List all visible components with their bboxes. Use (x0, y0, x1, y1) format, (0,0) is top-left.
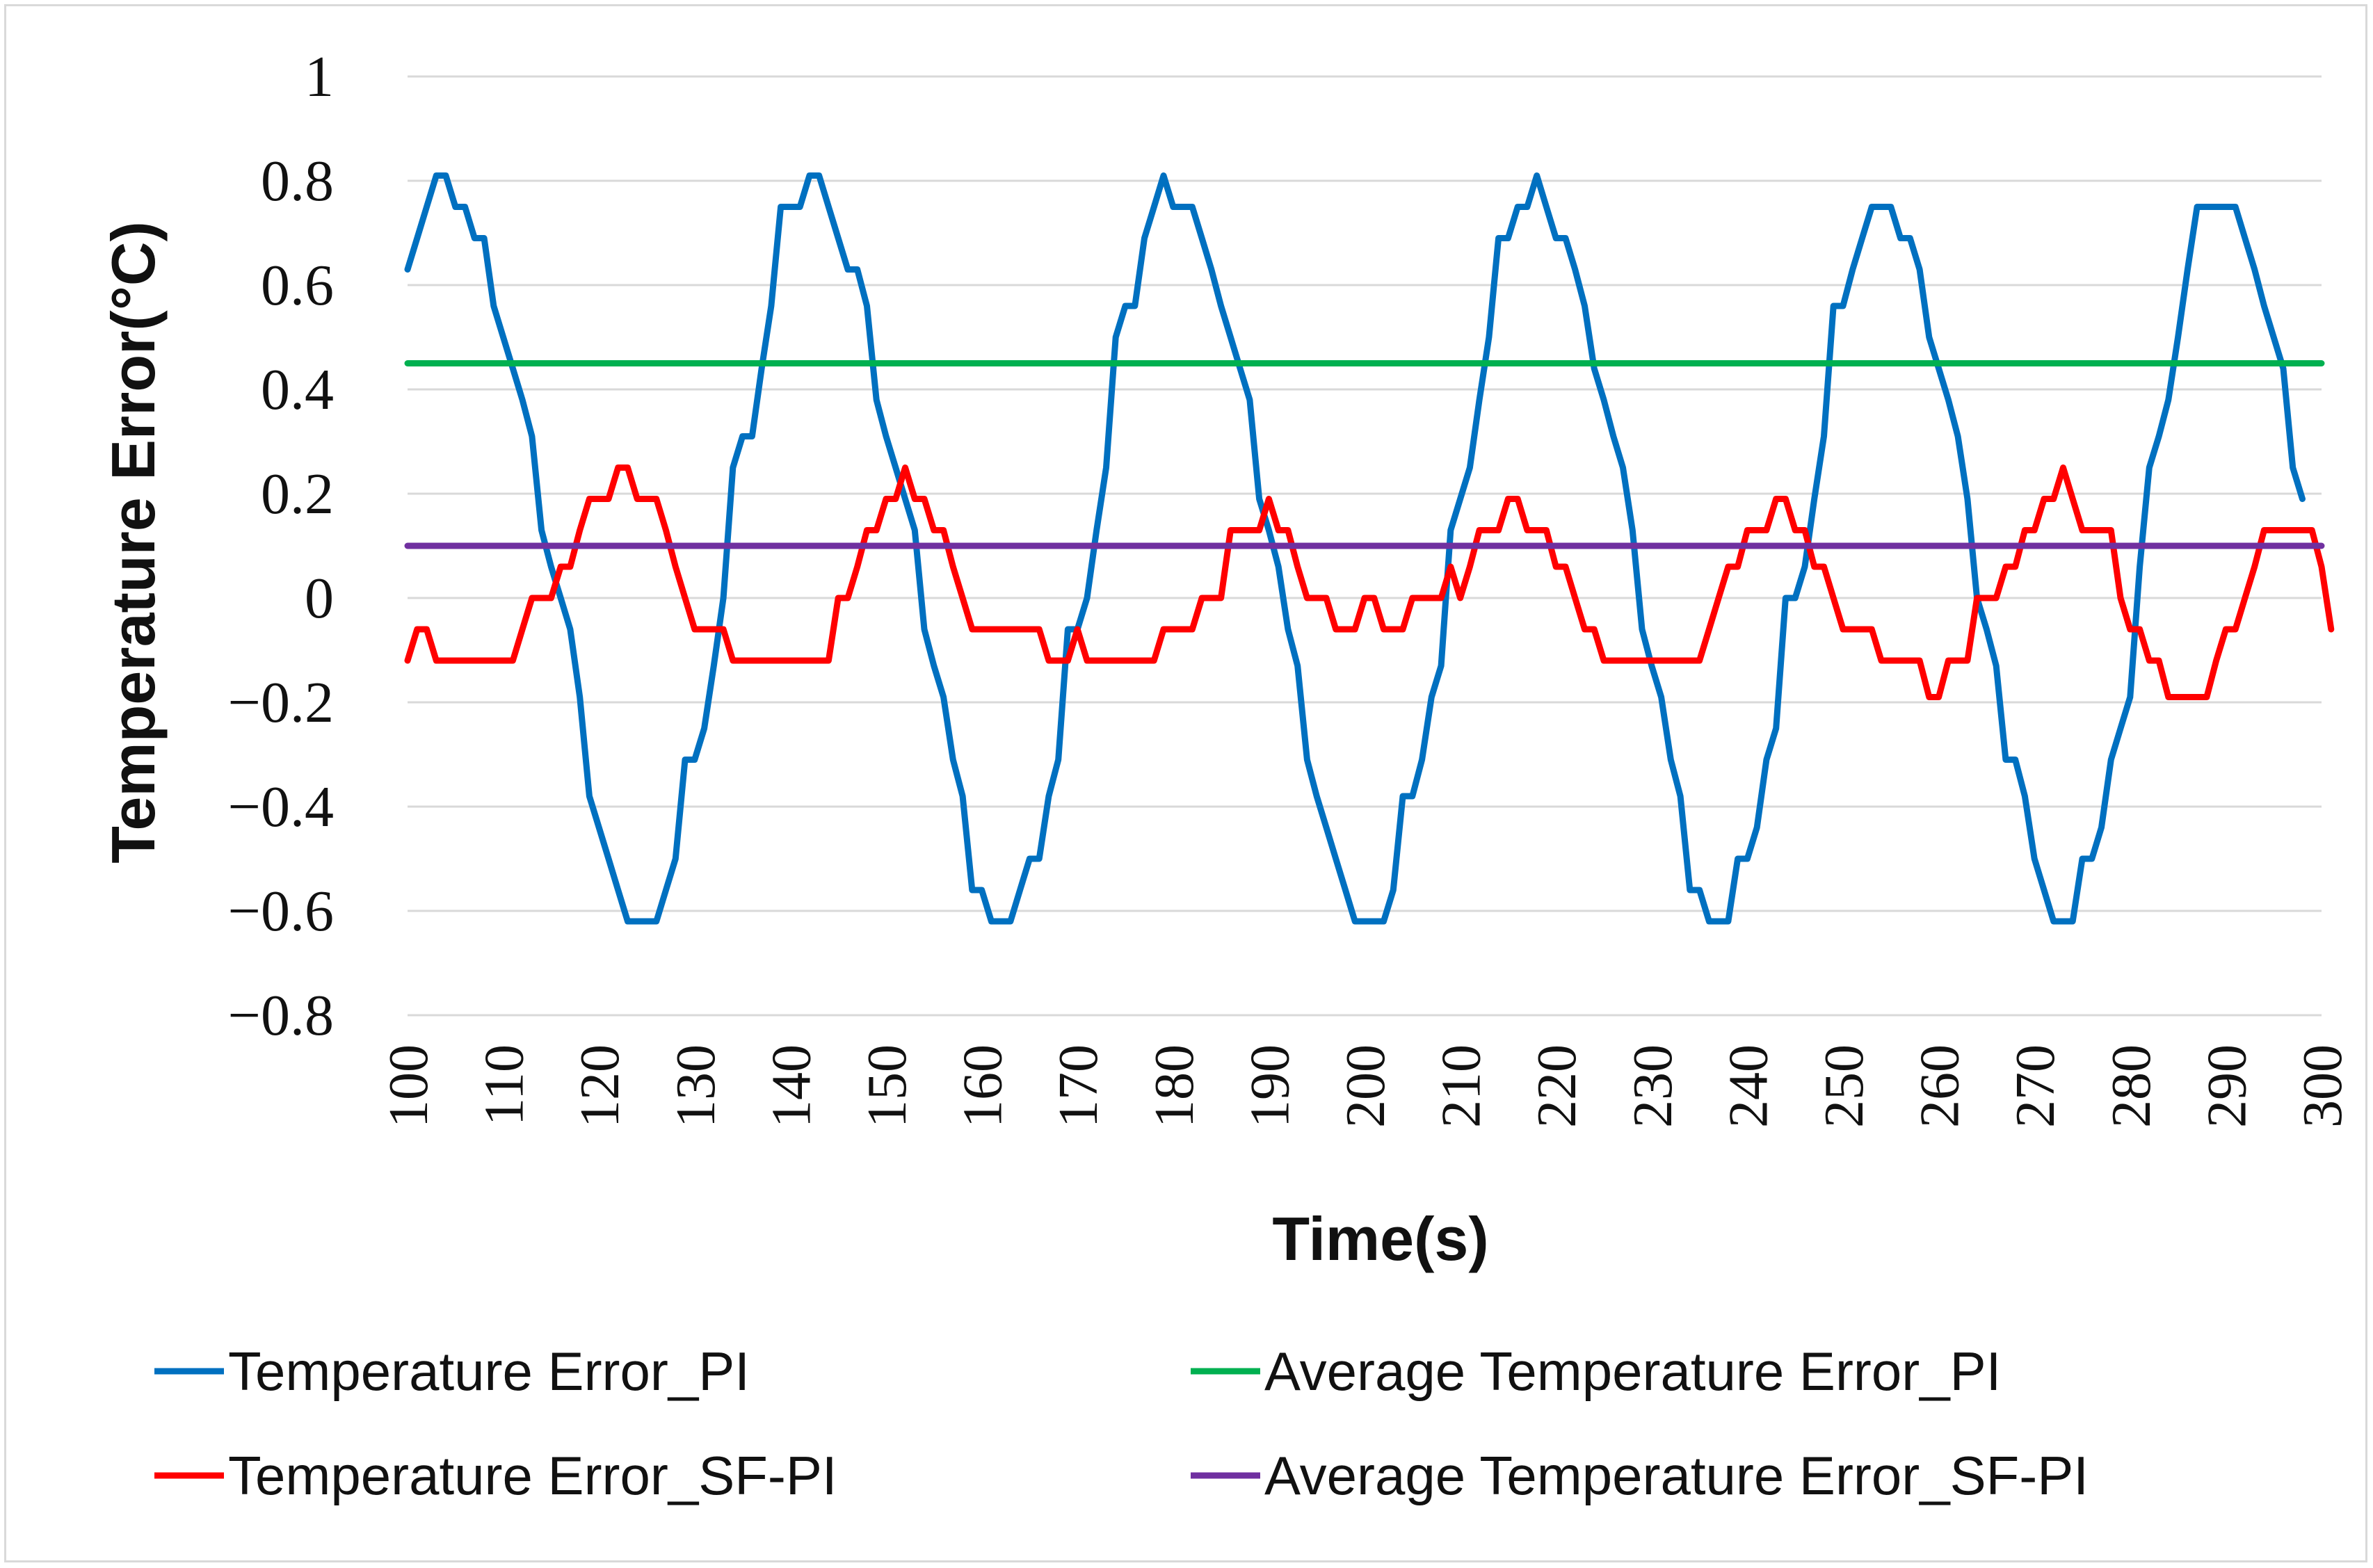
x-tick-label: 160 (953, 1044, 1014, 1128)
legend-label: Average Temperature Error_PI (1264, 1341, 2001, 1402)
x-tick-label: 200 (1335, 1044, 1397, 1128)
x-tick-label: 290 (2196, 1044, 2258, 1128)
x-tick-label: 140 (761, 1044, 822, 1128)
x-tick-label: 170 (1048, 1044, 1109, 1128)
y-tick-label: −0.4 (228, 775, 334, 839)
x-tick-label: 260 (1910, 1044, 1971, 1128)
series-line-temperature-error-pi (404, 172, 2306, 925)
x-tick-label: 220 (1527, 1044, 1588, 1128)
series-lines (404, 172, 2335, 925)
y-tick-label: 0.6 (261, 253, 334, 318)
legend-label: Average Temperature Error_SF-PI (1264, 1445, 2089, 1506)
x-tick-label: 270 (2005, 1044, 2066, 1128)
y-tick-label: 0 (305, 566, 334, 631)
x-tick-label: 100 (378, 1044, 440, 1128)
y-axis-ticks: 1 0.8 0.6 0.4 0.2 0 −0.2 −0.4 −0.6 −0.8 (228, 45, 334, 1048)
x-axis-title: Time(s) (1272, 1204, 1488, 1273)
y-tick-label: 1 (305, 45, 334, 109)
y-tick-label: −0.8 (228, 983, 334, 1048)
y-tick-label: 0.4 (261, 357, 334, 422)
x-tick-label: 180 (1144, 1044, 1205, 1128)
x-tick-label: 110 (474, 1044, 536, 1126)
x-tick-label: 300 (2292, 1044, 2354, 1128)
x-tick-label: 210 (1431, 1044, 1493, 1128)
y-tick-label: 0.8 (261, 149, 334, 213)
x-tick-label: 240 (1718, 1044, 1779, 1128)
x-tick-label: 230 (1623, 1044, 1684, 1128)
y-axis-title: Temperature Error(°C) (99, 221, 168, 864)
legend-label: Temperature Error_SF-PI (228, 1445, 837, 1506)
x-tick-label: 130 (666, 1044, 727, 1128)
y-tick-label: −0.6 (228, 879, 334, 944)
x-tick-label: 250 (1814, 1044, 1875, 1128)
x-axis-ticks: 100 110 120 130 140 150 160 170 180 190 200 210 220 2… (378, 1044, 2354, 1128)
series-line-temperature-error-sf-pi (404, 464, 2335, 700)
chart-frame (4, 4, 2367, 1562)
gridlines (408, 75, 2322, 1017)
y-tick-label: 0.2 (261, 462, 334, 526)
x-tick-label: 120 (570, 1044, 631, 1128)
x-tick-label: 150 (857, 1044, 918, 1128)
legend: Temperature Error_PI Average Temperature … (154, 1341, 2089, 1506)
x-tick-label: 280 (2101, 1044, 2162, 1128)
legend-label: Temperature Error_PI (228, 1341, 750, 1402)
x-tick-label: 190 (1239, 1044, 1301, 1128)
y-tick-label: −0.2 (228, 670, 334, 735)
